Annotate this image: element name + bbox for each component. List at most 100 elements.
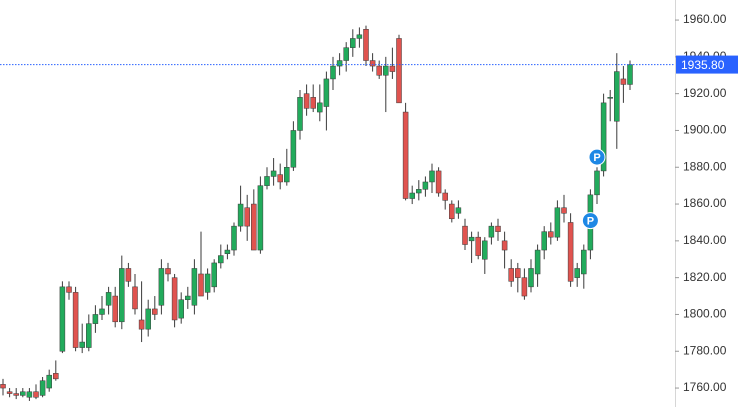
candle-body — [79, 341, 85, 348]
candle-body — [409, 192, 415, 199]
candle-body — [541, 231, 547, 251]
price-label-box — [676, 55, 738, 74]
candle-body — [152, 308, 158, 315]
candle-body — [257, 185, 264, 251]
candle-body — [475, 236, 481, 256]
candle-body — [224, 249, 231, 254]
candle-body — [600, 102, 607, 172]
candle-body — [594, 170, 600, 196]
y-tick-label: 1860.00 — [683, 196, 727, 210]
price-label: 1935.80 — [681, 58, 725, 72]
candle-body — [317, 102, 323, 113]
candle-body — [112, 295, 118, 323]
candle-body — [310, 97, 316, 109]
candle-body — [185, 295, 191, 300]
candle-body — [125, 268, 132, 282]
candle-body — [396, 38, 402, 104]
candle-body — [303, 93, 310, 109]
candle-body — [534, 249, 541, 275]
candle-body — [251, 203, 257, 251]
candle-body — [277, 174, 283, 183]
marker — [588, 148, 606, 166]
candle-body — [86, 323, 92, 348]
candle-body — [356, 34, 363, 39]
candle-body — [343, 47, 349, 61]
candle-body — [198, 273, 204, 297]
candle-body — [53, 373, 59, 380]
candle-body — [376, 65, 382, 76]
candle-body — [6, 391, 13, 394]
y-tick-label: 1960.00 — [683, 12, 727, 26]
candle-body — [363, 29, 369, 61]
candle-body — [515, 268, 521, 278]
candle-body — [171, 277, 178, 321]
candle-body — [389, 65, 396, 72]
candle-body — [488, 225, 495, 238]
candle-body — [290, 130, 297, 168]
candle-body — [548, 231, 554, 238]
candle-body — [383, 65, 389, 76]
candle-body — [422, 181, 429, 190]
candle-body — [59, 286, 66, 352]
candle-body — [416, 189, 422, 194]
candle-body — [158, 268, 165, 306]
candle-body — [66, 286, 72, 293]
candle-body — [521, 277, 528, 297]
candle-body — [495, 225, 501, 232]
candle-body — [145, 308, 151, 330]
candle-body — [482, 240, 488, 260]
y-tick-label: 1900.00 — [683, 123, 727, 137]
candle-body — [33, 391, 39, 398]
candle-body — [528, 268, 534, 288]
candle-body — [627, 64, 633, 85]
candle-body — [442, 192, 448, 201]
candle-body — [231, 225, 237, 251]
marker-label: P — [587, 216, 594, 228]
candle-body — [132, 286, 138, 310]
candle-body — [501, 240, 508, 251]
candle-body — [284, 167, 290, 183]
candle-body — [508, 268, 514, 282]
candle-body — [244, 207, 250, 227]
candle-body — [554, 207, 561, 238]
candle-body — [402, 111, 409, 199]
y-tick-label: 1780.00 — [683, 343, 727, 357]
candle-body — [138, 319, 145, 330]
candle-body — [20, 391, 26, 396]
candle-body — [119, 268, 125, 323]
candle-body — [13, 393, 19, 396]
candle-body — [462, 225, 468, 245]
y-tick-label: 1920.00 — [683, 86, 727, 100]
candle-body — [614, 71, 620, 122]
candle-body — [26, 391, 33, 398]
candle-body — [264, 176, 270, 186]
candle-body — [574, 268, 580, 278]
candle-body — [99, 308, 105, 315]
candle-body — [581, 249, 587, 275]
candle-body — [237, 203, 244, 227]
marker — [581, 212, 599, 230]
candle-body — [429, 170, 435, 183]
candle-body — [191, 268, 198, 306]
y-tick-label: 1800.00 — [683, 307, 727, 321]
candle-body — [323, 78, 330, 107]
candle-body — [165, 268, 171, 275]
candle-body — [39, 380, 46, 396]
y-tick-label: 1760.00 — [683, 380, 727, 394]
candle-body — [350, 38, 356, 48]
candle-body — [336, 60, 343, 67]
candle-body — [449, 203, 455, 220]
candle-body — [105, 292, 112, 306]
candle-body — [620, 78, 627, 85]
candle-body — [607, 97, 613, 99]
candle-body — [455, 207, 462, 214]
y-tick-label: 1840.00 — [683, 233, 727, 247]
candle-body — [211, 262, 217, 288]
candle-body — [270, 170, 277, 177]
candle-body — [330, 65, 336, 80]
marker-label: P — [593, 152, 600, 164]
candle-body — [92, 314, 99, 324]
candle-body — [468, 236, 475, 242]
